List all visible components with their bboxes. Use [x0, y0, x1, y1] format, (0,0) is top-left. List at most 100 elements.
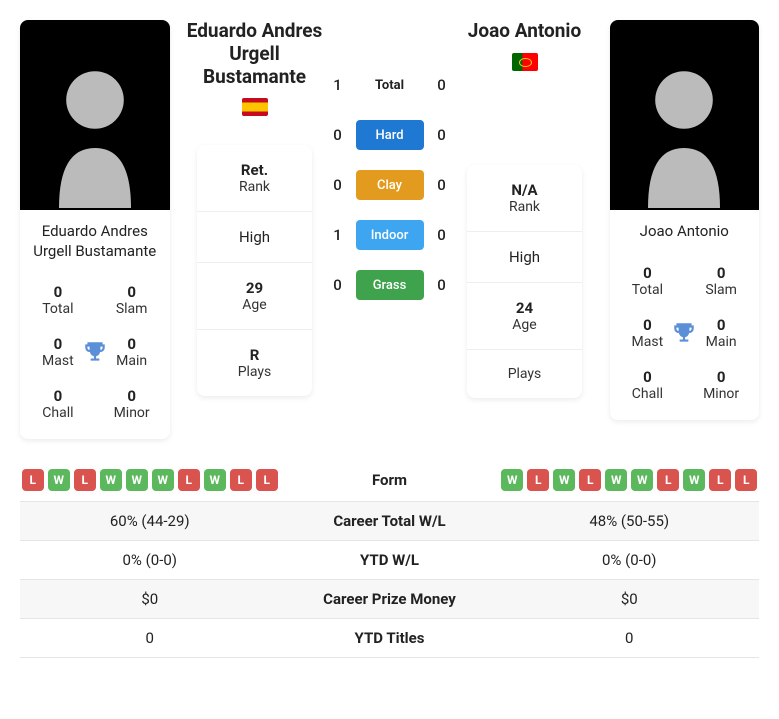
form-badge: W — [683, 469, 705, 491]
player2-heading: Joao Antonio — [450, 20, 600, 75]
p1-minor-val: 0 — [108, 387, 156, 405]
form-badges: WLWLWWLWLL — [500, 469, 760, 491]
p1-main-lbl: Main — [108, 353, 156, 369]
p1-plays-val: R — [205, 346, 304, 364]
table-left: 60% (44-29) — [20, 512, 280, 530]
h2h-p2: 0 — [434, 276, 450, 294]
player1-photo — [20, 20, 170, 210]
table-left: 0 — [20, 629, 280, 647]
h2h-column: 1Total00Hard00Clay01Indoor00Grass0 — [330, 20, 450, 300]
h2h-p1: 0 — [330, 126, 346, 144]
p1-total-lbl: Total — [34, 301, 82, 317]
h2h-row: 0Grass0 — [330, 270, 450, 300]
p1-minor-lbl: Minor — [108, 405, 156, 421]
player1-name: Eduardo Andres Urgell Bustamante — [20, 210, 170, 273]
p2-plays-lbl: Plays — [475, 366, 574, 382]
p2-mast-val: 0 — [624, 316, 672, 334]
table-left: LWLWWWLWLL — [20, 469, 280, 491]
h2h-p2: 0 — [434, 226, 450, 244]
p2-slam-lbl: Slam — [697, 282, 745, 298]
form-badge: L — [527, 469, 549, 491]
table-right: WLWLWWLWLL — [500, 469, 760, 491]
form-badge: W — [553, 469, 575, 491]
player1-heading: Eduardo Andres Urgell Bustamante — [180, 20, 330, 120]
p2-main-lbl: Main — [697, 334, 745, 350]
h2h-p2: 0 — [434, 126, 450, 144]
table-right: 0 — [500, 629, 760, 647]
form-badge: L — [657, 469, 679, 491]
surface-badge: Hard — [356, 120, 424, 150]
p1-slam-lbl: Slam — [108, 301, 156, 317]
table-row: 0% (0-0)YTD W/L0% (0-0) — [20, 541, 759, 580]
player2-card: Joao Antonio 0Total 0Slam 0Mast 0Main 0C… — [610, 20, 760, 420]
form-badge: W — [100, 469, 122, 491]
table-right: $0 — [500, 590, 760, 608]
player2-titles: 0Total 0Slam 0Mast 0Main 0Chall 0Minor — [610, 254, 760, 420]
surface-badge: Indoor — [356, 220, 424, 250]
player2-name: Joao Antonio — [610, 210, 760, 254]
silhouette-icon — [624, 50, 744, 210]
p2-age-val: 24 — [475, 299, 574, 317]
player1-card: Eduardo Andres Urgell Bustamante 0Total … — [20, 20, 170, 439]
player2-big-name: Joao Antonio — [450, 20, 600, 43]
p1-total-val: 0 — [34, 283, 82, 301]
form-badge: W — [605, 469, 627, 491]
p1-rank-lbl: Rank — [205, 179, 304, 195]
table-left: 0% (0-0) — [20, 551, 280, 569]
form-badge: L — [256, 469, 278, 491]
p1-age-val: 29 — [205, 279, 304, 297]
p1-slam-val: 0 — [108, 283, 156, 301]
silhouette-icon — [35, 50, 155, 210]
p2-high: High — [475, 248, 574, 266]
table-right: 48% (50-55) — [500, 512, 760, 530]
form-badge: W — [501, 469, 523, 491]
h2h-row: 0 Clay 0 — [330, 170, 450, 200]
form-badge: L — [230, 469, 252, 491]
comparison-table: LWLWWWLWLLFormWLWLWWLWLL60% (44-29)Caree… — [20, 459, 759, 658]
player2-stats: N/ARank High 24Age Plays — [467, 165, 582, 398]
form-badge: L — [579, 469, 601, 491]
p1-mast-val: 0 — [34, 335, 82, 353]
table-row: 60% (44-29)Career Total W/L48% (50-55) — [20, 502, 759, 541]
p2-chall-lbl: Chall — [624, 386, 672, 402]
portugal-flag-icon — [512, 53, 538, 71]
form-badge: L — [735, 469, 757, 491]
p2-minor-lbl: Minor — [697, 386, 745, 402]
p2-slam-val: 0 — [697, 264, 745, 282]
h2h-p1: 0 — [330, 176, 346, 194]
table-row: LWLWWWLWLLFormWLWLWWLWLL — [20, 459, 759, 502]
p2-total-lbl: Total — [624, 282, 672, 298]
p1-main-val: 0 — [108, 335, 156, 353]
table-mid: YTD W/L — [280, 551, 500, 569]
table-right: 0% (0-0) — [500, 551, 760, 569]
table-row: 0YTD Titles0 — [20, 619, 759, 658]
table-mid: Career Prize Money — [280, 590, 500, 608]
spain-flag-icon — [242, 98, 268, 116]
p2-age-lbl: Age — [475, 317, 574, 333]
table-row: $0Career Prize Money$0 — [20, 580, 759, 619]
h2h-p1: 1 — [330, 76, 346, 94]
top-row: Eduardo Andres Urgell Bustamante 0Total … — [20, 20, 759, 439]
form-badges: LWLWWWLWLL — [20, 469, 280, 491]
surface-badge: Clay — [356, 170, 424, 200]
p2-rank-val: N/A — [475, 181, 574, 199]
p1-age-lbl: Age — [205, 297, 304, 313]
p2-main-val: 0 — [697, 316, 745, 334]
h2h-p2: 0 — [434, 176, 450, 194]
player2-photo — [610, 20, 760, 210]
p1-plays-lbl: Plays — [205, 364, 304, 380]
surface-badge: Grass — [356, 270, 424, 300]
p2-minor-val: 0 — [697, 368, 745, 386]
form-badge: W — [48, 469, 70, 491]
player1-stats: Ret.Rank High 29Age RPlays — [197, 145, 312, 396]
p2-chall-val: 0 — [624, 368, 672, 386]
table-mid: Career Total W/L — [280, 512, 500, 530]
p1-chall-val: 0 — [34, 387, 82, 405]
form-badge: W — [631, 469, 653, 491]
h2h-p1: 1 — [330, 226, 346, 244]
h2h-row: 1 Indoor 0 — [330, 220, 450, 250]
form-badge: L — [74, 469, 96, 491]
trophy-icon — [82, 339, 108, 365]
form-badge: W — [126, 469, 148, 491]
form-badge: L — [178, 469, 200, 491]
